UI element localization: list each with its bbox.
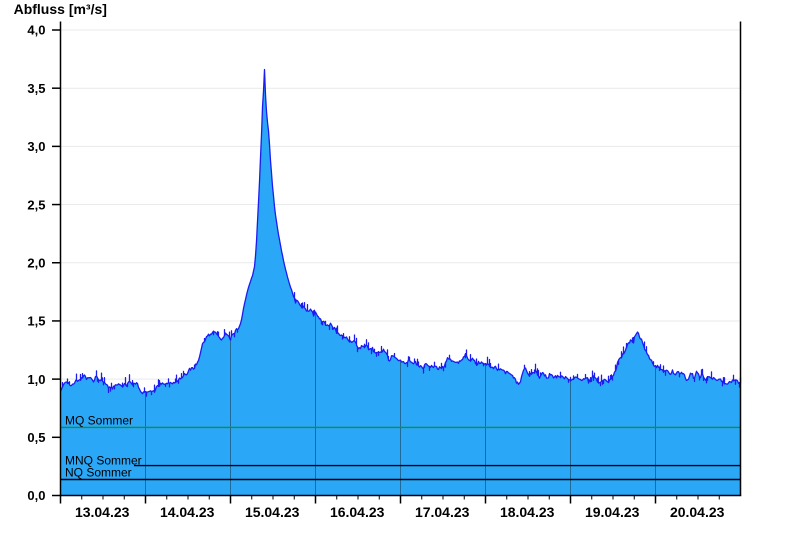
svg-text:MNQ Sommer: MNQ Sommer xyxy=(65,454,142,468)
svg-text:17.04.23: 17.04.23 xyxy=(415,504,470,520)
svg-text:2,5: 2,5 xyxy=(27,197,45,212)
svg-text:13.04.23: 13.04.23 xyxy=(75,504,130,520)
svg-text:Abfluss [m³/s]: Abfluss [m³/s] xyxy=(14,1,107,17)
svg-text:15.04.23: 15.04.23 xyxy=(245,504,300,520)
svg-text:MQ Sommer: MQ Sommer xyxy=(65,414,133,428)
svg-text:19.04.23: 19.04.23 xyxy=(585,504,640,520)
svg-text:4,0: 4,0 xyxy=(27,23,45,38)
svg-text:18.04.23: 18.04.23 xyxy=(500,504,555,520)
svg-text:3,5: 3,5 xyxy=(27,81,45,96)
svg-text:2,0: 2,0 xyxy=(27,255,45,270)
svg-text:3,0: 3,0 xyxy=(27,139,45,154)
svg-text:1,0: 1,0 xyxy=(27,372,45,387)
svg-text:14.04.23: 14.04.23 xyxy=(160,504,215,520)
svg-text:20.04.23: 20.04.23 xyxy=(670,504,725,520)
svg-text:NQ Sommer: NQ Sommer xyxy=(65,465,132,479)
svg-text:16.04.23: 16.04.23 xyxy=(330,504,385,520)
svg-text:0,5: 0,5 xyxy=(27,430,45,445)
svg-text:0,0: 0,0 xyxy=(27,488,45,503)
svg-text:1,5: 1,5 xyxy=(27,314,45,329)
